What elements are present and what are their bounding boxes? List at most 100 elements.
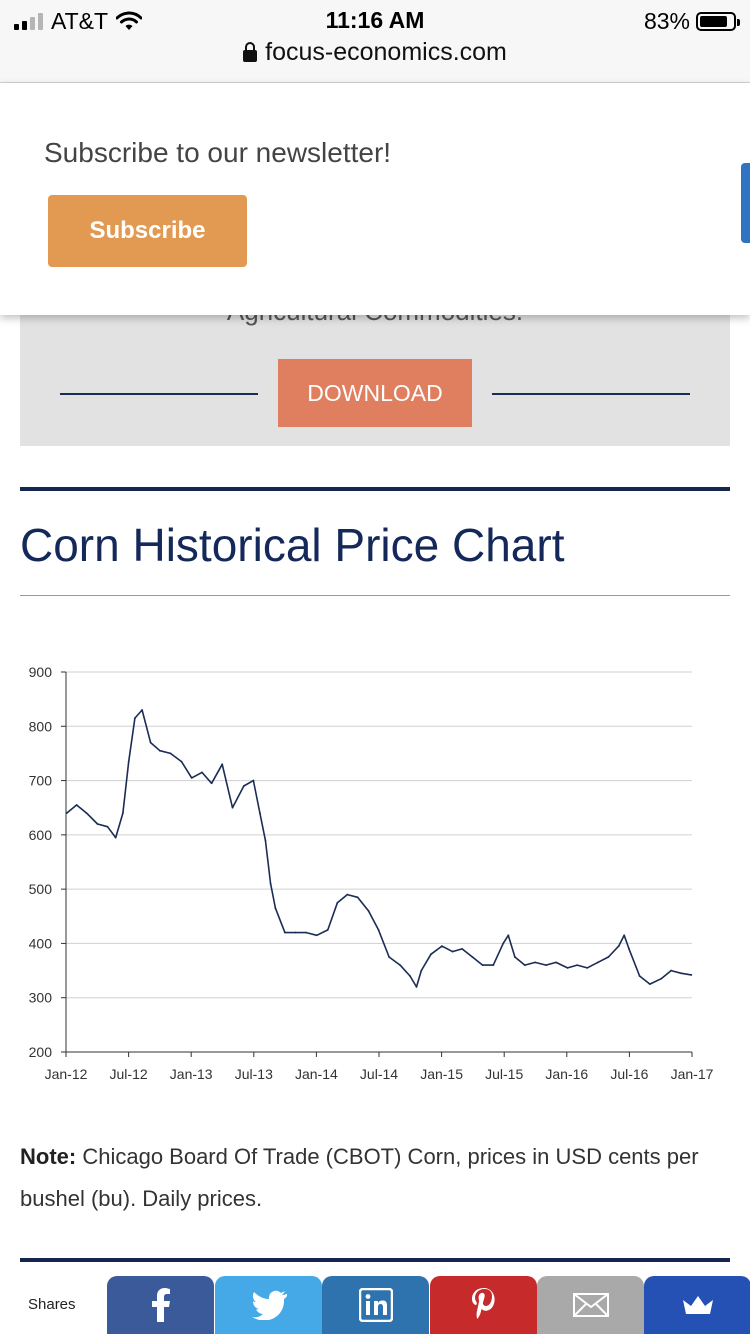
carrier-group: AT&T (14, 7, 143, 34)
data-point (294, 931, 297, 934)
data-point (85, 812, 88, 815)
y-tick-label: 300 (29, 990, 53, 1006)
pinterest-icon (471, 1288, 495, 1319)
data-point (133, 717, 136, 720)
data-point (415, 985, 418, 988)
y-tick-label: 400 (29, 935, 53, 951)
status-bar: AT&T 11:16 AM 83% focus-economics.com (0, 0, 750, 83)
twitter-share-button[interactable] (215, 1276, 322, 1334)
section-rule (20, 487, 730, 491)
battery-percent: 83% (643, 8, 690, 34)
data-point (409, 975, 411, 977)
data-point (326, 928, 329, 931)
email-share-button[interactable] (537, 1276, 644, 1334)
x-tick-label: Jan-17 (671, 1066, 714, 1082)
carrier-label: AT&T (51, 7, 109, 34)
pinterest-share-button[interactable] (430, 1276, 537, 1334)
linkedin-share-button[interactable] (322, 1276, 429, 1334)
data-point (617, 945, 620, 948)
data-point (388, 956, 391, 958)
corn-price-line (66, 709, 692, 988)
data-point (566, 966, 569, 969)
data-point (513, 956, 516, 958)
data-point (65, 812, 68, 815)
data-point (607, 956, 610, 958)
data-point (660, 977, 663, 980)
data-point (440, 945, 443, 948)
y-tick-label: 900 (29, 664, 53, 680)
data-point (221, 763, 224, 766)
data-point (367, 909, 370, 912)
email-icon (572, 1293, 609, 1317)
x-tick-label: Jan-13 (170, 1066, 213, 1082)
facebook-icon (151, 1288, 170, 1322)
data-point (680, 972, 683, 975)
divider (492, 393, 690, 395)
x-tick-label: Jul-14 (360, 1066, 398, 1082)
data-point (274, 907, 277, 910)
data-point (259, 812, 261, 815)
y-tick-label: 200 (29, 1044, 53, 1060)
data-point (377, 928, 380, 931)
data-point (420, 969, 423, 972)
data-point (507, 934, 510, 937)
subscribe-button[interactable]: Subscribe (48, 195, 247, 267)
address-bar[interactable]: focus-economics.com (0, 38, 750, 67)
x-tick-label: Jul-13 (235, 1066, 273, 1082)
data-point (356, 896, 359, 899)
data-point (169, 752, 172, 755)
x-tick-label: Jan-14 (295, 1066, 338, 1082)
data-point (534, 961, 536, 964)
data-point (242, 785, 245, 787)
data-point (252, 779, 255, 782)
data-point (336, 901, 339, 904)
data-point (670, 969, 672, 972)
data-point (623, 934, 626, 937)
data-point (75, 804, 78, 806)
download-button[interactable]: DOWNLOAD (278, 359, 472, 427)
data-point (264, 839, 267, 842)
note-label: Note: (20, 1144, 77, 1169)
data-point (502, 942, 505, 945)
x-tick-label: Jul-15 (485, 1066, 523, 1082)
data-point (141, 709, 143, 711)
data-point (638, 975, 641, 977)
share-rule (20, 1258, 730, 1262)
data-point (231, 806, 234, 809)
data-point (121, 812, 124, 815)
twitter-icon (251, 1290, 287, 1320)
data-point (481, 964, 484, 967)
linkedin-icon (358, 1288, 393, 1322)
data-point (305, 931, 308, 934)
data-point (201, 771, 203, 774)
share-bar: Shares (0, 1276, 750, 1334)
y-tick-label: 800 (29, 718, 53, 734)
title-underline (20, 595, 730, 596)
side-feedback-tab[interactable] (741, 163, 750, 243)
signal-icon (14, 12, 43, 30)
data-point (430, 953, 432, 956)
data-point (492, 964, 495, 967)
data-point (628, 947, 630, 950)
data-point (106, 825, 109, 828)
battery-group: 83% (643, 8, 740, 35)
data-point (523, 964, 526, 967)
data-point (315, 934, 318, 937)
data-point (158, 749, 161, 752)
data-point (210, 782, 213, 785)
price-chart: 200 300 400 500 600 700 800 900 Jan-12 Jul-12 Jan-… (29, 664, 714, 1082)
url-text: focus-economics.com (265, 38, 507, 66)
data-point (471, 956, 474, 958)
data-point (190, 776, 193, 779)
x-tick-label: Jan-15 (420, 1066, 463, 1082)
facebook-share-button[interactable] (107, 1276, 214, 1334)
data-point (114, 836, 117, 839)
sumo-share-button[interactable] (644, 1276, 750, 1334)
data-point (555, 961, 557, 964)
lock-icon (243, 41, 258, 62)
data-point (690, 974, 693, 976)
divider (60, 393, 258, 395)
popup-title: Subscribe to our newsletter! (44, 137, 392, 168)
crown-icon (682, 1296, 713, 1314)
data-point (399, 964, 401, 967)
